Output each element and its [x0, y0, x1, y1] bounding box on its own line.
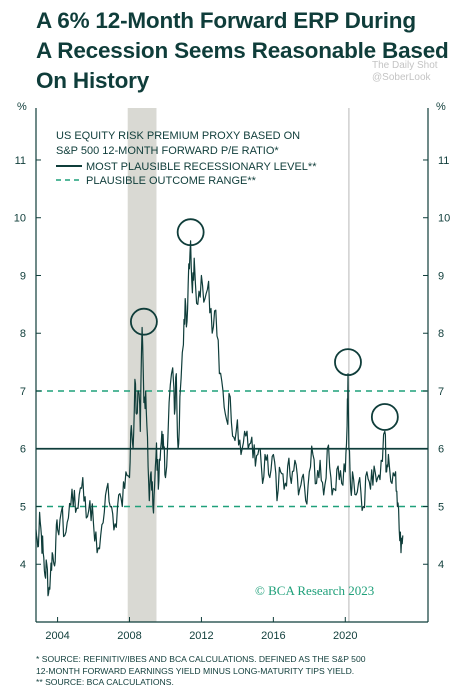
y-tick-label-left: 6 [20, 444, 26, 456]
footnote-line-2: 12-MONTH FORWARD EARNINGS YIELD MINUS LO… [36, 665, 355, 676]
y-tick-label-right: 5 [438, 501, 444, 513]
chart-title-line-2: S&P 500 12-MONTH FORWARD P/E RATIO* [56, 145, 279, 157]
y-tick-label-left: 4 [20, 559, 26, 571]
legend-label-solid: MOST PLAUSIBLE RECESSIONARY LEVEL** [86, 161, 317, 173]
y-tick-label-left: 7 [20, 386, 26, 398]
y-tick-label-right: 7 [438, 386, 444, 398]
recession-shading-0 [127, 108, 157, 622]
watermark-line-1: The Daily Shot [372, 60, 438, 71]
y-unit-label-right: % [436, 101, 446, 113]
series-line-0 [35, 240, 404, 597]
peak-circle-1 [176, 218, 205, 247]
y-tick-label-left: 10 [14, 213, 26, 225]
y-tick-label-right: 9 [438, 270, 444, 282]
annotations-layer [129, 218, 399, 431]
reference-lines-layer [36, 390, 428, 508]
y-tick-label-left: 8 [20, 328, 26, 340]
series-layer [35, 240, 404, 597]
credit-text: © BCA Research 2023 [255, 583, 374, 598]
y-tick-label-right: 4 [438, 559, 444, 571]
y-tick-label-right: 6 [438, 444, 444, 456]
axes-layer: 4 4 5 5 6 6 7 7 8 8 9 9 10 10 11 11% % 2004 2008 2012 2016 20… [14, 101, 451, 642]
peak-circle-2 [334, 348, 362, 377]
peak-circle-0 [129, 307, 158, 336]
background-layer [127, 108, 350, 622]
y-tick-label-right: 8 [438, 328, 444, 340]
legend-layer: US EQUITY RISK PREMIUM PROXY BASED ON S&P… [56, 130, 374, 598]
chart-title-line-1: US EQUITY RISK PREMIUM PROXY BASED ON [56, 130, 300, 142]
chart-headline-line-1: A 6% 12-Month Forward ERP During [36, 8, 416, 33]
y-tick-label-right: 11 [438, 155, 449, 167]
x-tick-label: 2016 [261, 630, 285, 642]
y-tick-label-right: 10 [438, 213, 450, 225]
footnote-line-1: * SOURCE: REFINITIV/IBES AND BCA CALCULA… [36, 654, 366, 664]
x-tick-label: 2020 [333, 630, 357, 642]
x-tick-label: 2008 [117, 630, 141, 642]
x-tick-label: 2004 [45, 630, 69, 642]
peak-circle-3 [370, 403, 399, 431]
watermark-line-2: @SoberLook [372, 72, 431, 83]
x-tick-label: 2012 [189, 630, 213, 642]
footnote-line-3: ** SOURCE: BCA CALCULATIONS. [36, 677, 174, 687]
y-unit-label-left: % [17, 101, 27, 113]
y-tick-label-left: 9 [20, 270, 26, 282]
chart-headline-line-2: A Recession Seems Reasonable Based [36, 38, 449, 63]
footnotes: * SOURCE: REFINITIV/IBES AND BCA CALCULA… [36, 654, 466, 689]
chart-headline: A 6% 12-Month Forward ERP During A Reces… [36, 6, 461, 96]
chart-headline-line-3: On History [36, 68, 150, 93]
y-tick-label-left: 5 [20, 501, 26, 513]
y-tick-label-left: 11 [15, 155, 26, 167]
legend-label-dashed: PLAUSIBLE OUTCOME RANGE** [86, 175, 257, 187]
